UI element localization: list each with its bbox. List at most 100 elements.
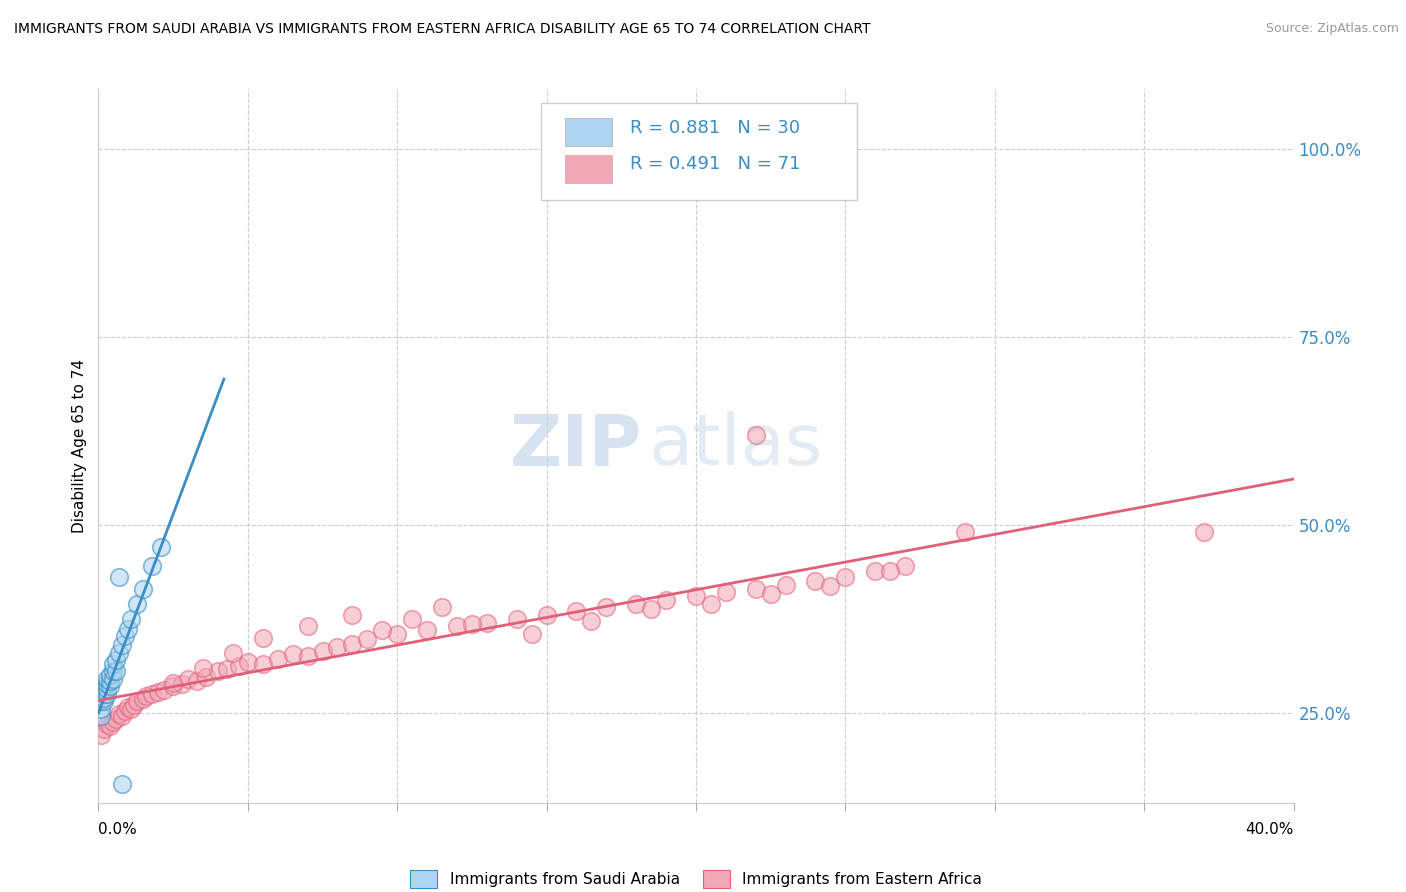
Point xyxy=(759,587,782,601)
Point xyxy=(141,687,163,701)
Point xyxy=(267,651,290,665)
Point xyxy=(172,677,194,691)
Point xyxy=(98,668,122,682)
Text: R = 0.881   N = 30: R = 0.881 N = 30 xyxy=(630,120,800,137)
Point xyxy=(117,622,139,636)
Point xyxy=(1192,525,1215,540)
Point xyxy=(326,640,349,654)
FancyBboxPatch shape xyxy=(565,155,612,184)
Point xyxy=(820,579,842,593)
Point xyxy=(132,692,155,706)
Point xyxy=(177,672,200,686)
Point xyxy=(536,607,558,622)
Point xyxy=(127,694,149,708)
Point xyxy=(108,570,131,584)
Text: IMMIGRANTS FROM SAUDI ARABIA VS IMMIGRANTS FROM EASTERN AFRICA DISABILITY AGE 65: IMMIGRANTS FROM SAUDI ARABIA VS IMMIGRAN… xyxy=(14,22,870,37)
Text: 0.0%: 0.0% xyxy=(98,822,138,837)
Point xyxy=(401,612,423,626)
Point xyxy=(114,629,136,643)
Point xyxy=(90,694,112,708)
Point xyxy=(356,632,378,646)
Point xyxy=(120,702,142,716)
Point xyxy=(124,698,146,713)
Point xyxy=(215,662,238,676)
Point xyxy=(685,589,707,603)
Point xyxy=(114,704,136,718)
Point xyxy=(297,619,319,633)
Point xyxy=(865,565,887,579)
Point xyxy=(186,674,208,689)
Y-axis label: Disability Age 65 to 74: Disability Age 65 to 74 xyxy=(72,359,87,533)
Point xyxy=(96,677,118,691)
Point xyxy=(745,582,768,596)
Point xyxy=(127,597,149,611)
Point xyxy=(191,660,214,674)
Point xyxy=(162,675,184,690)
Point xyxy=(745,427,768,442)
Point xyxy=(461,617,484,632)
Point xyxy=(120,612,142,626)
Point xyxy=(162,679,184,693)
Point xyxy=(446,619,468,633)
Point xyxy=(700,597,723,611)
Point xyxy=(90,709,112,723)
Text: 40.0%: 40.0% xyxy=(1246,822,1294,837)
Point xyxy=(565,604,588,618)
Point xyxy=(141,559,163,574)
Point xyxy=(252,657,274,671)
Point xyxy=(222,646,245,660)
Point xyxy=(311,644,333,658)
Point xyxy=(252,631,274,645)
Text: ZIP: ZIP xyxy=(510,411,643,481)
Point xyxy=(96,717,118,731)
Point xyxy=(520,627,543,641)
Point xyxy=(96,681,118,696)
Point xyxy=(105,712,128,726)
Point xyxy=(135,689,157,703)
Point xyxy=(111,777,134,791)
Point xyxy=(416,623,439,637)
Point xyxy=(93,694,115,708)
Point xyxy=(150,541,173,555)
Point xyxy=(194,670,218,684)
Point xyxy=(640,602,662,616)
Point xyxy=(98,674,122,689)
Point xyxy=(90,728,112,742)
Point xyxy=(96,687,118,701)
Point xyxy=(103,657,125,671)
Point xyxy=(228,659,250,673)
Point xyxy=(506,612,529,626)
FancyBboxPatch shape xyxy=(540,103,858,200)
Point xyxy=(111,638,134,652)
Point xyxy=(281,647,304,661)
Point xyxy=(342,607,364,622)
Point xyxy=(103,714,125,729)
Point xyxy=(595,600,617,615)
Point xyxy=(475,615,498,630)
Legend: Immigrants from Saudi Arabia, Immigrants from Eastern Africa: Immigrants from Saudi Arabia, Immigrants… xyxy=(409,871,983,888)
Point xyxy=(894,559,917,574)
Point xyxy=(148,684,170,698)
Point xyxy=(111,709,134,723)
Text: R = 0.491   N = 71: R = 0.491 N = 71 xyxy=(630,155,801,173)
Point xyxy=(953,525,976,540)
Point xyxy=(804,574,827,589)
Point xyxy=(342,636,364,650)
Point xyxy=(371,623,394,637)
Point xyxy=(103,665,125,679)
Point xyxy=(103,672,125,686)
Point xyxy=(105,665,128,679)
Point xyxy=(153,683,176,698)
Point xyxy=(236,655,259,669)
Point xyxy=(108,707,131,722)
Point xyxy=(132,582,155,596)
Point xyxy=(714,585,737,599)
Point xyxy=(108,646,131,660)
Point xyxy=(93,690,115,705)
Point xyxy=(581,614,603,628)
Point xyxy=(430,600,453,615)
Point xyxy=(775,578,797,592)
Point xyxy=(93,683,115,698)
Point xyxy=(834,570,856,584)
Text: Source: ZipAtlas.com: Source: ZipAtlas.com xyxy=(1265,22,1399,36)
